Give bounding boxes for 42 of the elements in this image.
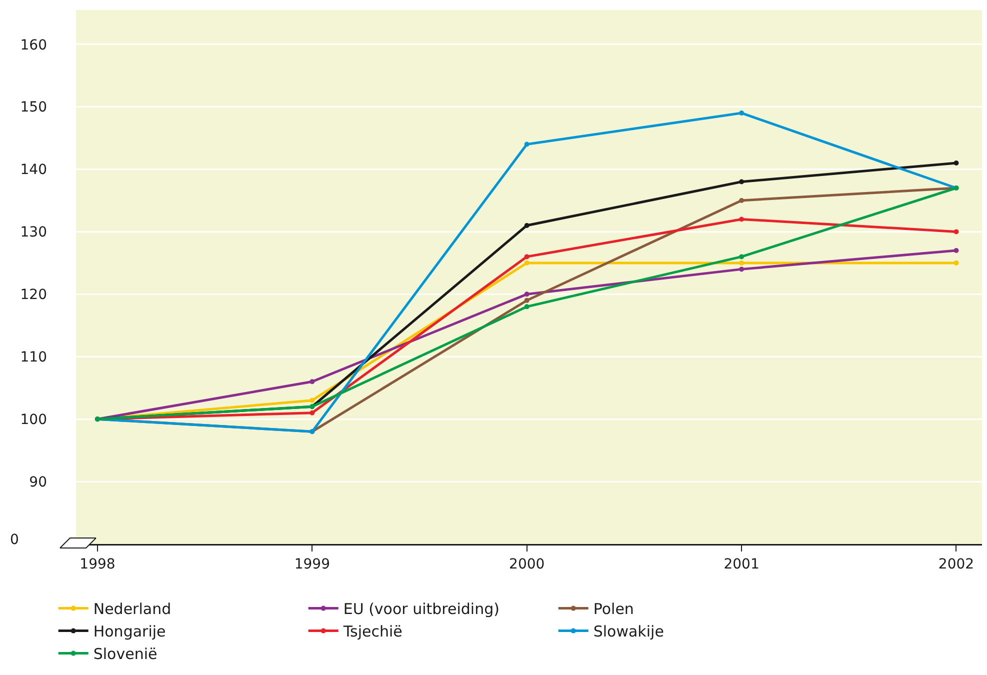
- text: 0: [10, 532, 19, 548]
- point: [524, 254, 530, 260]
- y-tick-label: 150: [20, 100, 47, 116]
- x-tick-label: 1998: [80, 556, 116, 572]
- point: [310, 410, 315, 416]
- y-tick-label: 120: [20, 287, 47, 304]
- point: [524, 142, 530, 147]
- legend-label: Hongarije: [93, 622, 166, 641]
- point: [739, 216, 744, 222]
- legend-label: EU (voor uitbreiding): [343, 600, 500, 618]
- legend-label: Tsjechië: [342, 622, 402, 641]
- point: [739, 110, 744, 116]
- legend-label: Nederland: [93, 600, 172, 618]
- y-tick-label: 140: [20, 162, 47, 178]
- point: [524, 304, 530, 310]
- point: [524, 260, 530, 266]
- legend-label: Slowakije: [593, 622, 664, 641]
- point: [739, 254, 744, 260]
- x-tick-label: 1999: [294, 556, 330, 572]
- x-tick-label: 2001: [724, 556, 760, 572]
- y-tick-label: 100: [20, 412, 47, 428]
- point: [524, 298, 530, 303]
- legend-label: Slovenië: [93, 645, 158, 664]
- point: [739, 260, 744, 266]
- point: [954, 229, 959, 234]
- point: [954, 248, 959, 253]
- y-tick-label: 160: [20, 37, 47, 54]
- legend-label: Polen: [593, 600, 634, 618]
- point: [739, 266, 744, 272]
- point: [310, 379, 315, 384]
- y-tick-label: 130: [20, 224, 47, 241]
- point: [524, 292, 530, 297]
- y-tick-label: 110: [20, 350, 47, 366]
- x-tick-label: 2002: [938, 556, 974, 572]
- point: [524, 222, 530, 228]
- point: [954, 260, 959, 266]
- point: [954, 160, 959, 166]
- y-tick-label: 90: [29, 474, 47, 490]
- x-tick-label: 2000: [509, 556, 545, 572]
- point: [739, 179, 744, 184]
- point: [739, 198, 744, 203]
- point: [310, 398, 315, 403]
